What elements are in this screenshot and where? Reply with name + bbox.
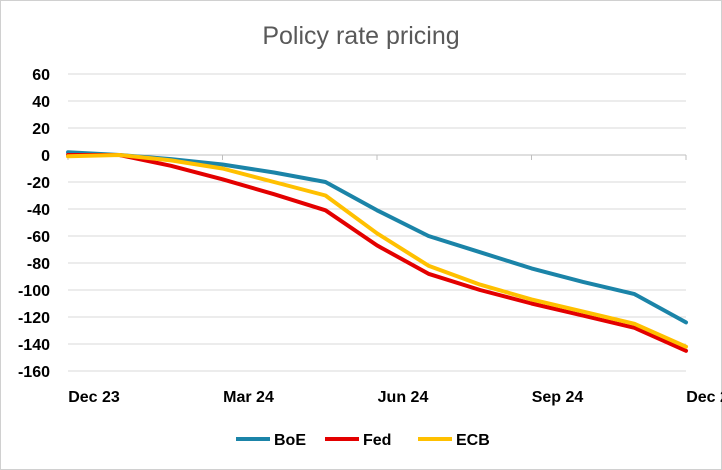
x-tick-label: Dec 24 xyxy=(686,389,722,406)
legend-item-fed: Fed xyxy=(325,432,391,449)
y-tick-label: -20 xyxy=(27,175,50,192)
grid-lines xyxy=(68,73,686,372)
legend-label: BoE xyxy=(274,432,306,449)
x-tick-label: Dec 23 xyxy=(68,389,120,406)
y-tick-label: 0 xyxy=(41,148,50,165)
series-lines xyxy=(66,150,688,353)
y-tick-label: -80 xyxy=(27,256,50,273)
y-tick-label: -40 xyxy=(27,202,50,219)
y-tick-label: 60 xyxy=(32,67,50,84)
x-tick-label: Jun 24 xyxy=(378,389,429,406)
series-line-fed xyxy=(66,153,688,353)
y-tick-label: 40 xyxy=(32,94,50,111)
x-tick-label: Mar 24 xyxy=(223,389,274,406)
y-tick-label: 20 xyxy=(32,121,50,138)
legend-item-ecb: ECB xyxy=(418,432,490,449)
y-tick-label: -140 xyxy=(18,337,50,354)
legend-label: ECB xyxy=(456,432,490,449)
chart-title: Policy rate pricing xyxy=(262,22,459,50)
legend-item-boe: BoE xyxy=(236,432,306,449)
y-tick-label: -100 xyxy=(18,283,50,300)
y-tick-label: -60 xyxy=(27,229,50,246)
x-tick-label: Sep 24 xyxy=(532,389,584,406)
legend: BoE Fed ECB xyxy=(236,432,490,449)
y-tick-label: -160 xyxy=(18,364,50,381)
x-axis-ticks: Dec 23 Mar 24 Jun 24 Sep 24 Dec 24 xyxy=(68,389,722,406)
legend-label: Fed xyxy=(363,432,391,449)
series-line-ecb xyxy=(66,153,688,349)
y-axis-ticks: 60 40 20 0 -20 -40 -60 -80 -100 -120 -140 -160 xyxy=(18,67,50,381)
series-line-boe xyxy=(66,150,688,325)
y-tick-label: -120 xyxy=(18,310,50,327)
